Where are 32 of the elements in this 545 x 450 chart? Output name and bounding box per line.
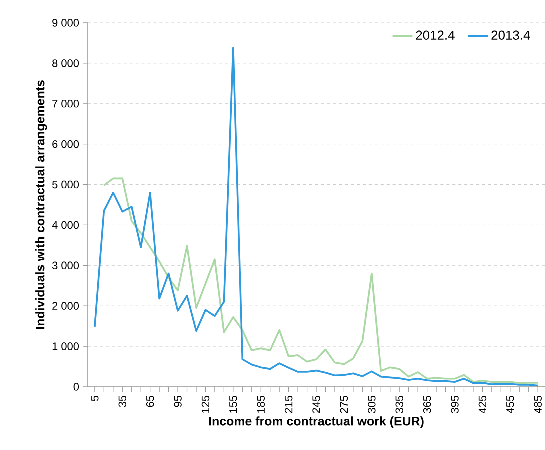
x-axis-title: Income from contractual work (EUR): [209, 416, 424, 428]
y-tick-label: 1 000: [52, 342, 80, 350]
line-series: [94, 47, 539, 387]
y-tick-label: 0: [74, 383, 80, 391]
x-tick-label: 95: [174, 396, 182, 408]
x-tick-label: 245: [312, 396, 320, 414]
x-tick-label: 125: [202, 396, 210, 413]
x-tick-label: 455: [506, 396, 514, 414]
y-tick-label: 4 000: [52, 221, 80, 230]
x-tick-label: 335: [396, 396, 404, 414]
x-tick-label: 275: [340, 396, 348, 414]
y-tick-label: 8 000: [52, 60, 80, 68]
x-tick-label: 485: [534, 396, 542, 414]
x-tick-label: 365: [423, 396, 432, 414]
x-tick-label: 305: [368, 396, 376, 414]
y-tick-label: 6 000: [52, 140, 80, 148]
y-tick-label: 3 000: [52, 262, 80, 270]
x-tick-label: 395: [451, 396, 459, 414]
x-tick-label: 425: [478, 396, 487, 414]
x-tick-label: 35: [118, 396, 127, 408]
x-tick-label: 155: [230, 396, 238, 413]
y-tick-label: 2 000: [52, 302, 80, 310]
legend-label: 2013.4: [492, 30, 530, 40]
y-tick-label: 7 000: [52, 100, 80, 108]
x-tick-label: 65: [146, 396, 154, 408]
x-tick-label: 215: [284, 396, 293, 414]
x-tick-label: 5: [91, 396, 99, 402]
y-axis-title: Individuals with contractual arrangements: [36, 80, 48, 330]
y-tick-label: 9 000: [52, 19, 80, 27]
y-tick-label: 5 000: [52, 180, 80, 189]
legend-label: 2012.4: [416, 30, 455, 40]
x-tick-label: 185: [257, 396, 265, 413]
